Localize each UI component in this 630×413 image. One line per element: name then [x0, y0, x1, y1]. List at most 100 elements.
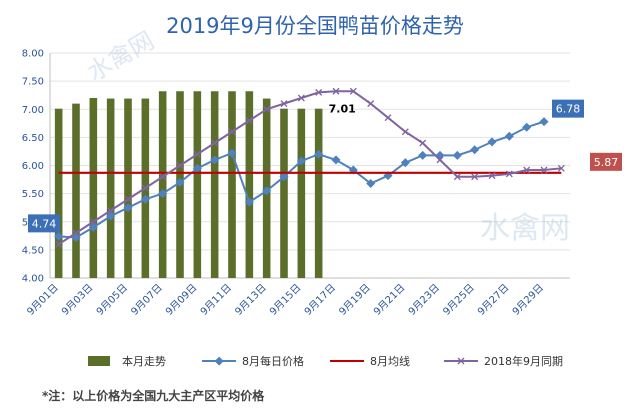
bar [280, 108, 288, 278]
legend-label: 8月每日价格 [242, 354, 304, 368]
data-point [124, 195, 132, 203]
y-tick-label: 5.50 [22, 189, 44, 200]
bar [210, 91, 219, 278]
bar [54, 108, 63, 278]
data-point [523, 166, 531, 174]
legend-label: 本月走势 [122, 354, 166, 368]
data-point [245, 117, 253, 124]
data-point [140, 194, 150, 204]
data-label: 6.78 [556, 103, 581, 116]
x-tick-label: 9月23日 [406, 282, 442, 318]
x-tick-label: 9月25日 [441, 282, 477, 318]
legend-item: 8月均线 [330, 354, 410, 368]
data-point [107, 207, 115, 214]
data-point [367, 100, 375, 108]
y-tick-label: 4.00 [22, 274, 44, 285]
data-point [418, 150, 428, 160]
data-label-box [28, 214, 60, 233]
data-point [228, 128, 236, 136]
data-point [539, 117, 549, 127]
legend-marker [214, 356, 224, 366]
bar [124, 98, 132, 278]
data-point [401, 128, 409, 136]
y-tick-label: 4.50 [22, 245, 44, 256]
data-label: 7.01 [329, 103, 356, 116]
bar [89, 98, 98, 278]
data-point [263, 105, 271, 113]
bar [106, 98, 115, 278]
data-point [244, 197, 254, 207]
data-point [55, 240, 63, 248]
data-point [280, 100, 288, 108]
annotations: 4.74 7.01 6.78 5.87 [28, 99, 622, 233]
data-point [123, 203, 133, 213]
data-point [366, 178, 376, 189]
x-axis: 9月01日 9月03日 9月05日 9月07日 9月09日 9月11日 9月13日 9月15日… [25, 282, 546, 318]
data-point [436, 156, 444, 164]
data-point [315, 88, 323, 96]
x-tick-label: 9月13日 [233, 282, 269, 318]
bar [228, 91, 236, 278]
data-point [106, 211, 116, 221]
data-point [175, 177, 185, 187]
x-tick-label: 9月05日 [94, 282, 130, 318]
y-tick-label: 7.50 [22, 77, 44, 88]
x-tick-label: 9月03日 [59, 282, 95, 318]
bar [193, 91, 202, 278]
bar [314, 108, 323, 278]
data-point [332, 87, 340, 95]
data-point [193, 150, 201, 158]
series-line [58, 90, 562, 246]
data-label-box [552, 99, 584, 118]
x-tick-label: 9月19日 [337, 282, 373, 318]
legend-swatch [88, 356, 110, 366]
legend: 本月走势 8月每日价格 8月均线 2018年9月同期 [88, 354, 563, 368]
y-tick-label: 8.00 [22, 49, 44, 60]
data-point [384, 114, 392, 122]
watermark-text: 水禽网 [480, 211, 570, 246]
data-point [88, 222, 98, 232]
data-point [331, 155, 341, 165]
data-point [453, 173, 461, 181]
data-label: 5.87 [594, 156, 619, 169]
data-label: 4.74 [32, 217, 57, 230]
legend-item: 本月走势 [88, 354, 166, 368]
data-point [54, 231, 64, 241]
bar [72, 103, 80, 278]
y-tick-label: 6.00 [22, 161, 44, 172]
watermark: 水禽网 水禽网 [82, 26, 570, 246]
data-label-box [590, 152, 622, 171]
bar [245, 91, 254, 278]
x-tick-label: 9月21日 [371, 282, 407, 318]
data-point [349, 87, 357, 95]
data-point [522, 122, 532, 132]
data-point [471, 173, 479, 181]
legend-label: 2018年9月同期 [484, 354, 563, 368]
data-point [227, 148, 237, 158]
footnote: *注：以上价格为全国九大主产区平均价格 [42, 389, 265, 403]
data-point [557, 164, 565, 172]
data-point [211, 139, 219, 147]
legend-marker [457, 357, 465, 365]
legend-item: 8月每日价格 [202, 354, 304, 368]
data-point [505, 170, 513, 178]
data-point [176, 162, 184, 169]
data-point [314, 149, 324, 159]
data-point [159, 173, 167, 181]
bar [158, 91, 167, 278]
legend-item: 2018年9月同期 [444, 354, 563, 368]
watermark-text: 水禽网 [82, 26, 158, 86]
lines [54, 87, 565, 248]
data-point [504, 131, 514, 141]
data-point [470, 145, 480, 155]
legend-label: 8月均线 [370, 354, 410, 368]
x-tick-label: 9月07日 [129, 282, 165, 318]
bar [297, 108, 306, 278]
data-point [419, 139, 427, 147]
data-point [488, 172, 496, 180]
data-point [262, 186, 272, 196]
data-point [192, 163, 202, 173]
x-tick-label: 9月17日 [302, 282, 338, 318]
data-point [141, 184, 149, 192]
